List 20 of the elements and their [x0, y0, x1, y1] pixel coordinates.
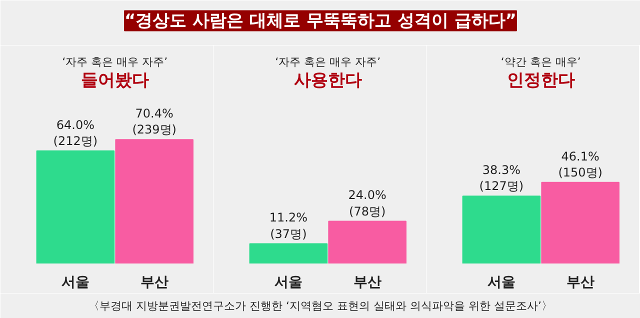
- data-label: 64.0% (212명): [53, 118, 98, 148]
- chart-subtitle: ‘약간 혹은 매우’: [500, 56, 581, 68]
- data-label: 38.3% (127명): [479, 163, 524, 194]
- x-tick-label: 서울: [61, 274, 90, 290]
- text: 〈부경대 지방분권발전연구소가 진행한 ‘지역혐오 표현의 실태와 의식파악을 위한 설문조사’〉: [88, 300, 552, 312]
- chart-title: 사용한다: [294, 70, 362, 90]
- chart-subtitle: ‘자주 혹은 매우 자주’: [62, 56, 168, 68]
- x-tick-label: 부산: [353, 274, 382, 290]
- data-label: 11.2% (37명): [269, 210, 308, 241]
- x-tick-label: 부산: [140, 274, 168, 290]
- chart-title: 인정한다: [506, 70, 575, 90]
- data-label: 46.1% (150명): [558, 149, 602, 180]
- chart-subtitle: ‘자주 혹은 매우 자주’: [275, 56, 381, 68]
- chart-title: 들어봤다: [80, 70, 149, 90]
- text: “경상도 사람은 대체로 무뚝뚝하고 성격이 급하다”: [124, 10, 516, 31]
- x-tick-label: 서울: [274, 274, 302, 290]
- x-tick-label: 서울: [487, 274, 516, 290]
- data-label: 70.4% (239명): [132, 106, 176, 137]
- data-label: 24.0% (78명): [348, 188, 386, 218]
- x-tick-label: 부산: [566, 274, 594, 290]
